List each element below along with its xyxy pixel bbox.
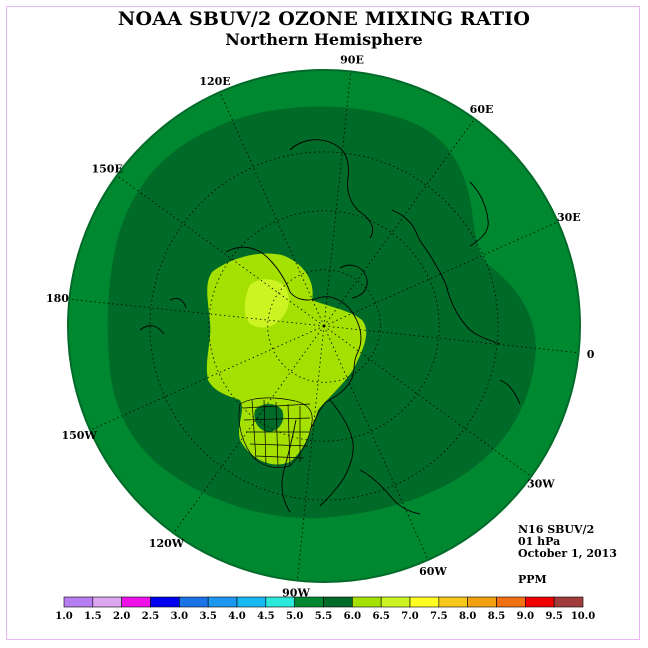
longitude-label: 60W xyxy=(419,565,447,578)
units-label: PPM xyxy=(518,573,547,586)
longitude-label: 90W xyxy=(282,587,310,600)
pressure-level: 01 hPa xyxy=(518,535,561,548)
longitude-label: 60E xyxy=(470,103,494,116)
graticule xyxy=(69,71,579,581)
map-title: NOAA SBUV/2 OZONE MIXING RATIO xyxy=(117,8,531,30)
longitude-label: 30E xyxy=(557,211,581,224)
coastlines xyxy=(139,139,521,515)
longitude-label: 120E xyxy=(199,75,230,88)
satellite-label: N16 SBUV/2 xyxy=(518,523,595,536)
longitude-label: 90E xyxy=(340,53,364,66)
longitude-label: 30W xyxy=(527,478,555,491)
figure-frame xyxy=(6,6,640,640)
longitude-label: 120W xyxy=(149,537,185,550)
longitude-label: 150E xyxy=(92,162,123,175)
map-subtitle: Northern Hemisphere xyxy=(225,30,423,49)
latitude-circle xyxy=(208,210,440,442)
latitude-circle xyxy=(149,151,499,501)
ozone-region-peak xyxy=(244,279,289,328)
longitude-labels: 90E 60E 30E 0 30W 60W 90W 120W 150W 180 150E 120E xyxy=(46,53,595,599)
longitude-label: 150W xyxy=(62,429,98,442)
latitude-circle xyxy=(267,269,381,383)
longitude-label: 0 xyxy=(587,348,595,361)
us-state-grid xyxy=(238,397,313,468)
longitude-label: 180 xyxy=(46,292,69,305)
date-label: October 1, 2013 xyxy=(518,547,617,560)
